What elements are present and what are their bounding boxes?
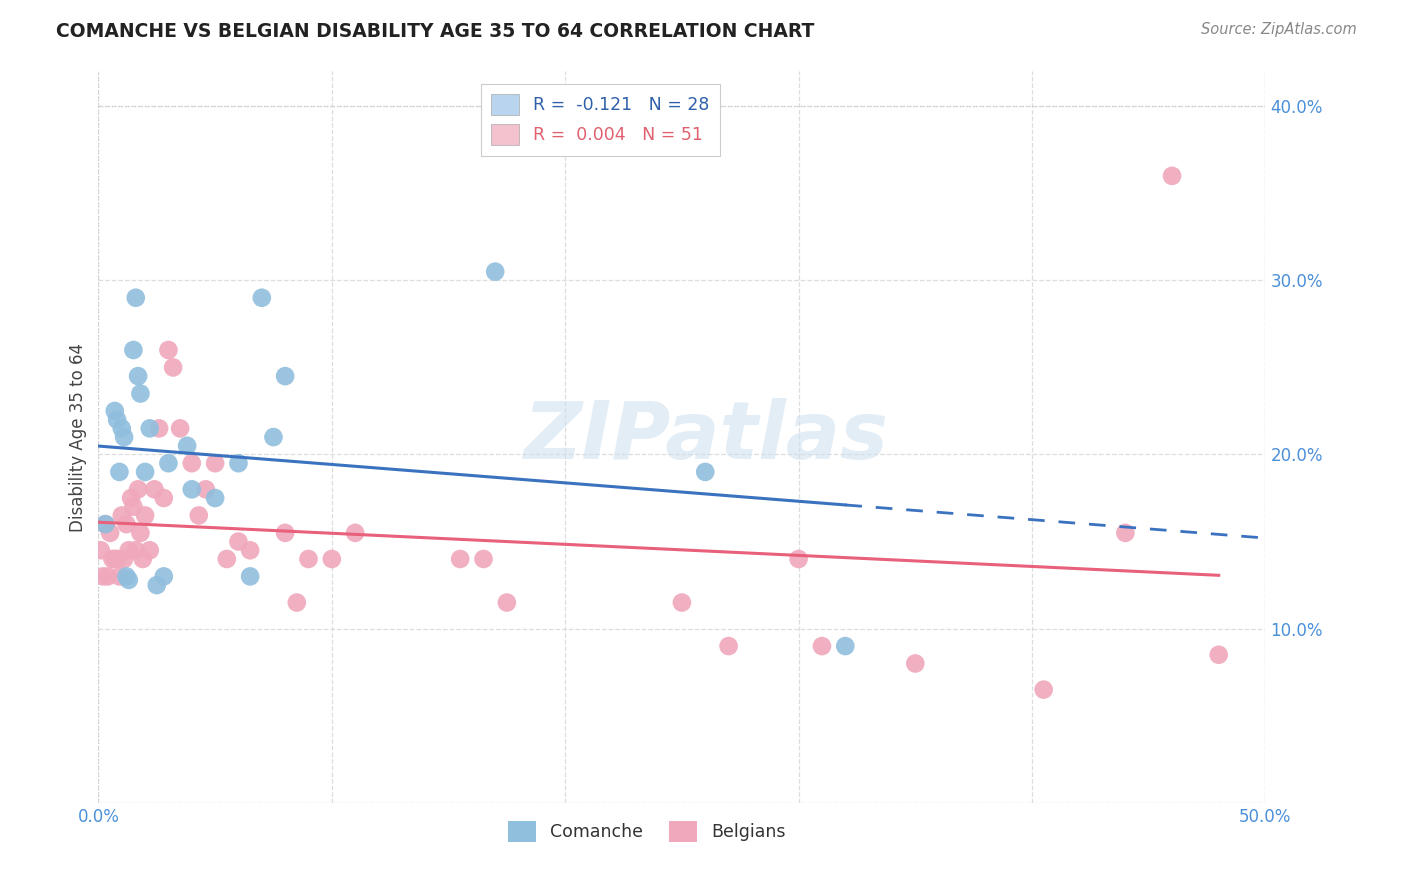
Point (187, 508, 209, 523)
Point (250, 291, 273, 305)
Point (132, 552, 155, 566)
Point (344, 525, 367, 540)
Point (146, 578, 169, 592)
Point (105, 412, 128, 426)
Point (204, 491, 226, 505)
Point (134, 465, 156, 479)
Point (101, 552, 124, 566)
Point (112, 430, 135, 444)
Point (139, 421, 162, 435)
Point (169, 421, 191, 435)
Point (105, 552, 128, 566)
Point (717, 639, 740, 653)
Point (111, 421, 134, 435)
Point (115, 569, 138, 583)
Point (104, 552, 127, 566)
Point (176, 439, 198, 453)
Point (157, 456, 180, 470)
Point (484, 265, 506, 279)
Point (118, 573, 141, 587)
Point (157, 343, 180, 357)
Point (297, 552, 319, 566)
Point (152, 491, 174, 505)
Point (239, 569, 262, 583)
Point (904, 657, 927, 671)
Point (449, 552, 471, 566)
Point (148, 421, 170, 435)
Y-axis label: Disability Age 35 to 64: Disability Age 35 to 64 (69, 343, 87, 532)
Point (1161, 169, 1184, 183)
Point (321, 552, 343, 566)
Point (91, 569, 114, 583)
Point (228, 534, 250, 549)
Point (108, 569, 131, 583)
Point (118, 543, 141, 558)
Point (274, 369, 297, 384)
Point (129, 525, 152, 540)
Point (228, 456, 250, 470)
Point (122, 343, 145, 357)
Point (162, 360, 184, 375)
Point (215, 552, 238, 566)
Point (122, 500, 145, 514)
Point (787, 552, 810, 566)
Point (127, 483, 149, 497)
Point (90, 543, 112, 558)
Point (285, 595, 308, 609)
Point (143, 483, 166, 497)
Point (262, 430, 284, 444)
Text: COMANCHE VS BELGIAN DISABILITY AGE 35 TO 64 CORRELATION CHART: COMANCHE VS BELGIAN DISABILITY AGE 35 TO… (56, 22, 814, 41)
Text: ZIPatlas: ZIPatlas (523, 398, 887, 476)
Point (112, 552, 135, 566)
Point (127, 369, 149, 384)
Point (111, 508, 134, 523)
Point (811, 639, 834, 653)
Point (1114, 525, 1136, 540)
Point (94, 517, 117, 532)
Point (152, 569, 174, 583)
Point (1032, 682, 1054, 697)
Point (97, 569, 120, 583)
Point (115, 517, 138, 532)
Point (180, 483, 202, 497)
Point (120, 491, 142, 505)
Point (125, 291, 148, 305)
Text: Source: ZipAtlas.com: Source: ZipAtlas.com (1201, 22, 1357, 37)
Point (94, 517, 117, 532)
Point (671, 595, 693, 609)
Point (204, 456, 226, 470)
Point (134, 508, 156, 523)
Point (472, 552, 495, 566)
Point (695, 465, 717, 479)
Point (834, 639, 856, 653)
Point (496, 595, 519, 609)
Point (129, 386, 152, 401)
Point (139, 543, 162, 558)
Point (274, 525, 297, 540)
Point (98, 525, 121, 540)
Point (108, 465, 131, 479)
Point (1208, 648, 1230, 662)
Point (239, 543, 262, 558)
Point (104, 404, 127, 418)
Legend: Comanche, Belgians: Comanche, Belgians (502, 814, 793, 849)
Point (180, 456, 202, 470)
Point (125, 543, 148, 558)
Point (194, 483, 217, 497)
